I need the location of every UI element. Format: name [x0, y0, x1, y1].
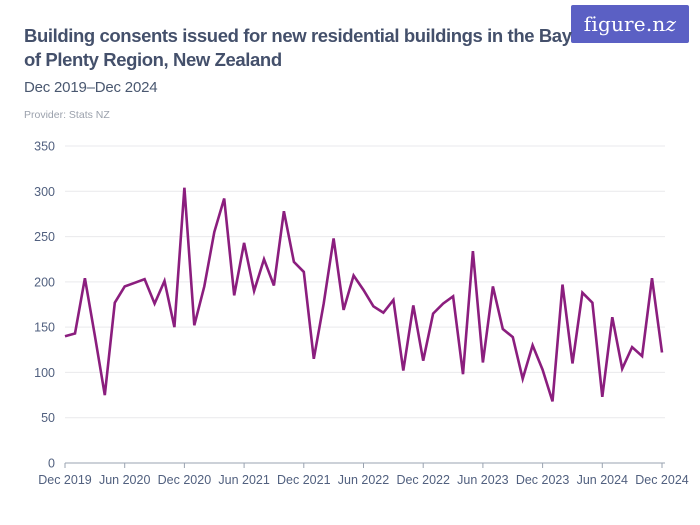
x-axis-tick-label: Jun 2024 — [577, 473, 628, 487]
chart-title: Building consents issued for new residen… — [24, 25, 572, 71]
y-axis-tick-label: 300 — [34, 185, 55, 199]
y-axis-tick-label: 100 — [34, 366, 55, 380]
x-axis-tick-label: Dec 2024 — [635, 473, 689, 487]
y-axis-tick-label: 50 — [41, 411, 55, 425]
data-line — [64, 187, 664, 402]
y-axis-tick-label: 150 — [34, 321, 55, 335]
x-axis-tick-label: Dec 2023 — [516, 473, 570, 487]
y-axis-tick-label: 0 — [48, 457, 55, 471]
x-axis-tick-label: Jun 2020 — [99, 473, 150, 487]
y-axis-tick-label: 200 — [34, 275, 55, 289]
figure-nz-logo[interactable]: figure.nz — [571, 5, 689, 43]
logo-text: figure.nz — [583, 12, 677, 36]
y-axis-tick-label: 250 — [34, 230, 55, 244]
provider-label: Provider: Stats NZ — [24, 109, 110, 121]
x-axis-tick-label: Jun 2022 — [338, 473, 389, 487]
x-axis-tick-label: Dec 2022 — [396, 473, 450, 487]
x-axis-tick-label: Dec 2021 — [277, 473, 331, 487]
chart-date-range: Dec 2019–Dec 2024 — [24, 79, 158, 96]
x-axis-tick-label: Jun 2023 — [457, 473, 508, 487]
x-axis-tick-label: Jun 2021 — [218, 473, 269, 487]
x-axis-tick-label: Dec 2019 — [38, 473, 92, 487]
x-axis-tick-label: Dec 2020 — [158, 473, 212, 487]
y-axis-tick-label: 350 — [34, 140, 55, 154]
